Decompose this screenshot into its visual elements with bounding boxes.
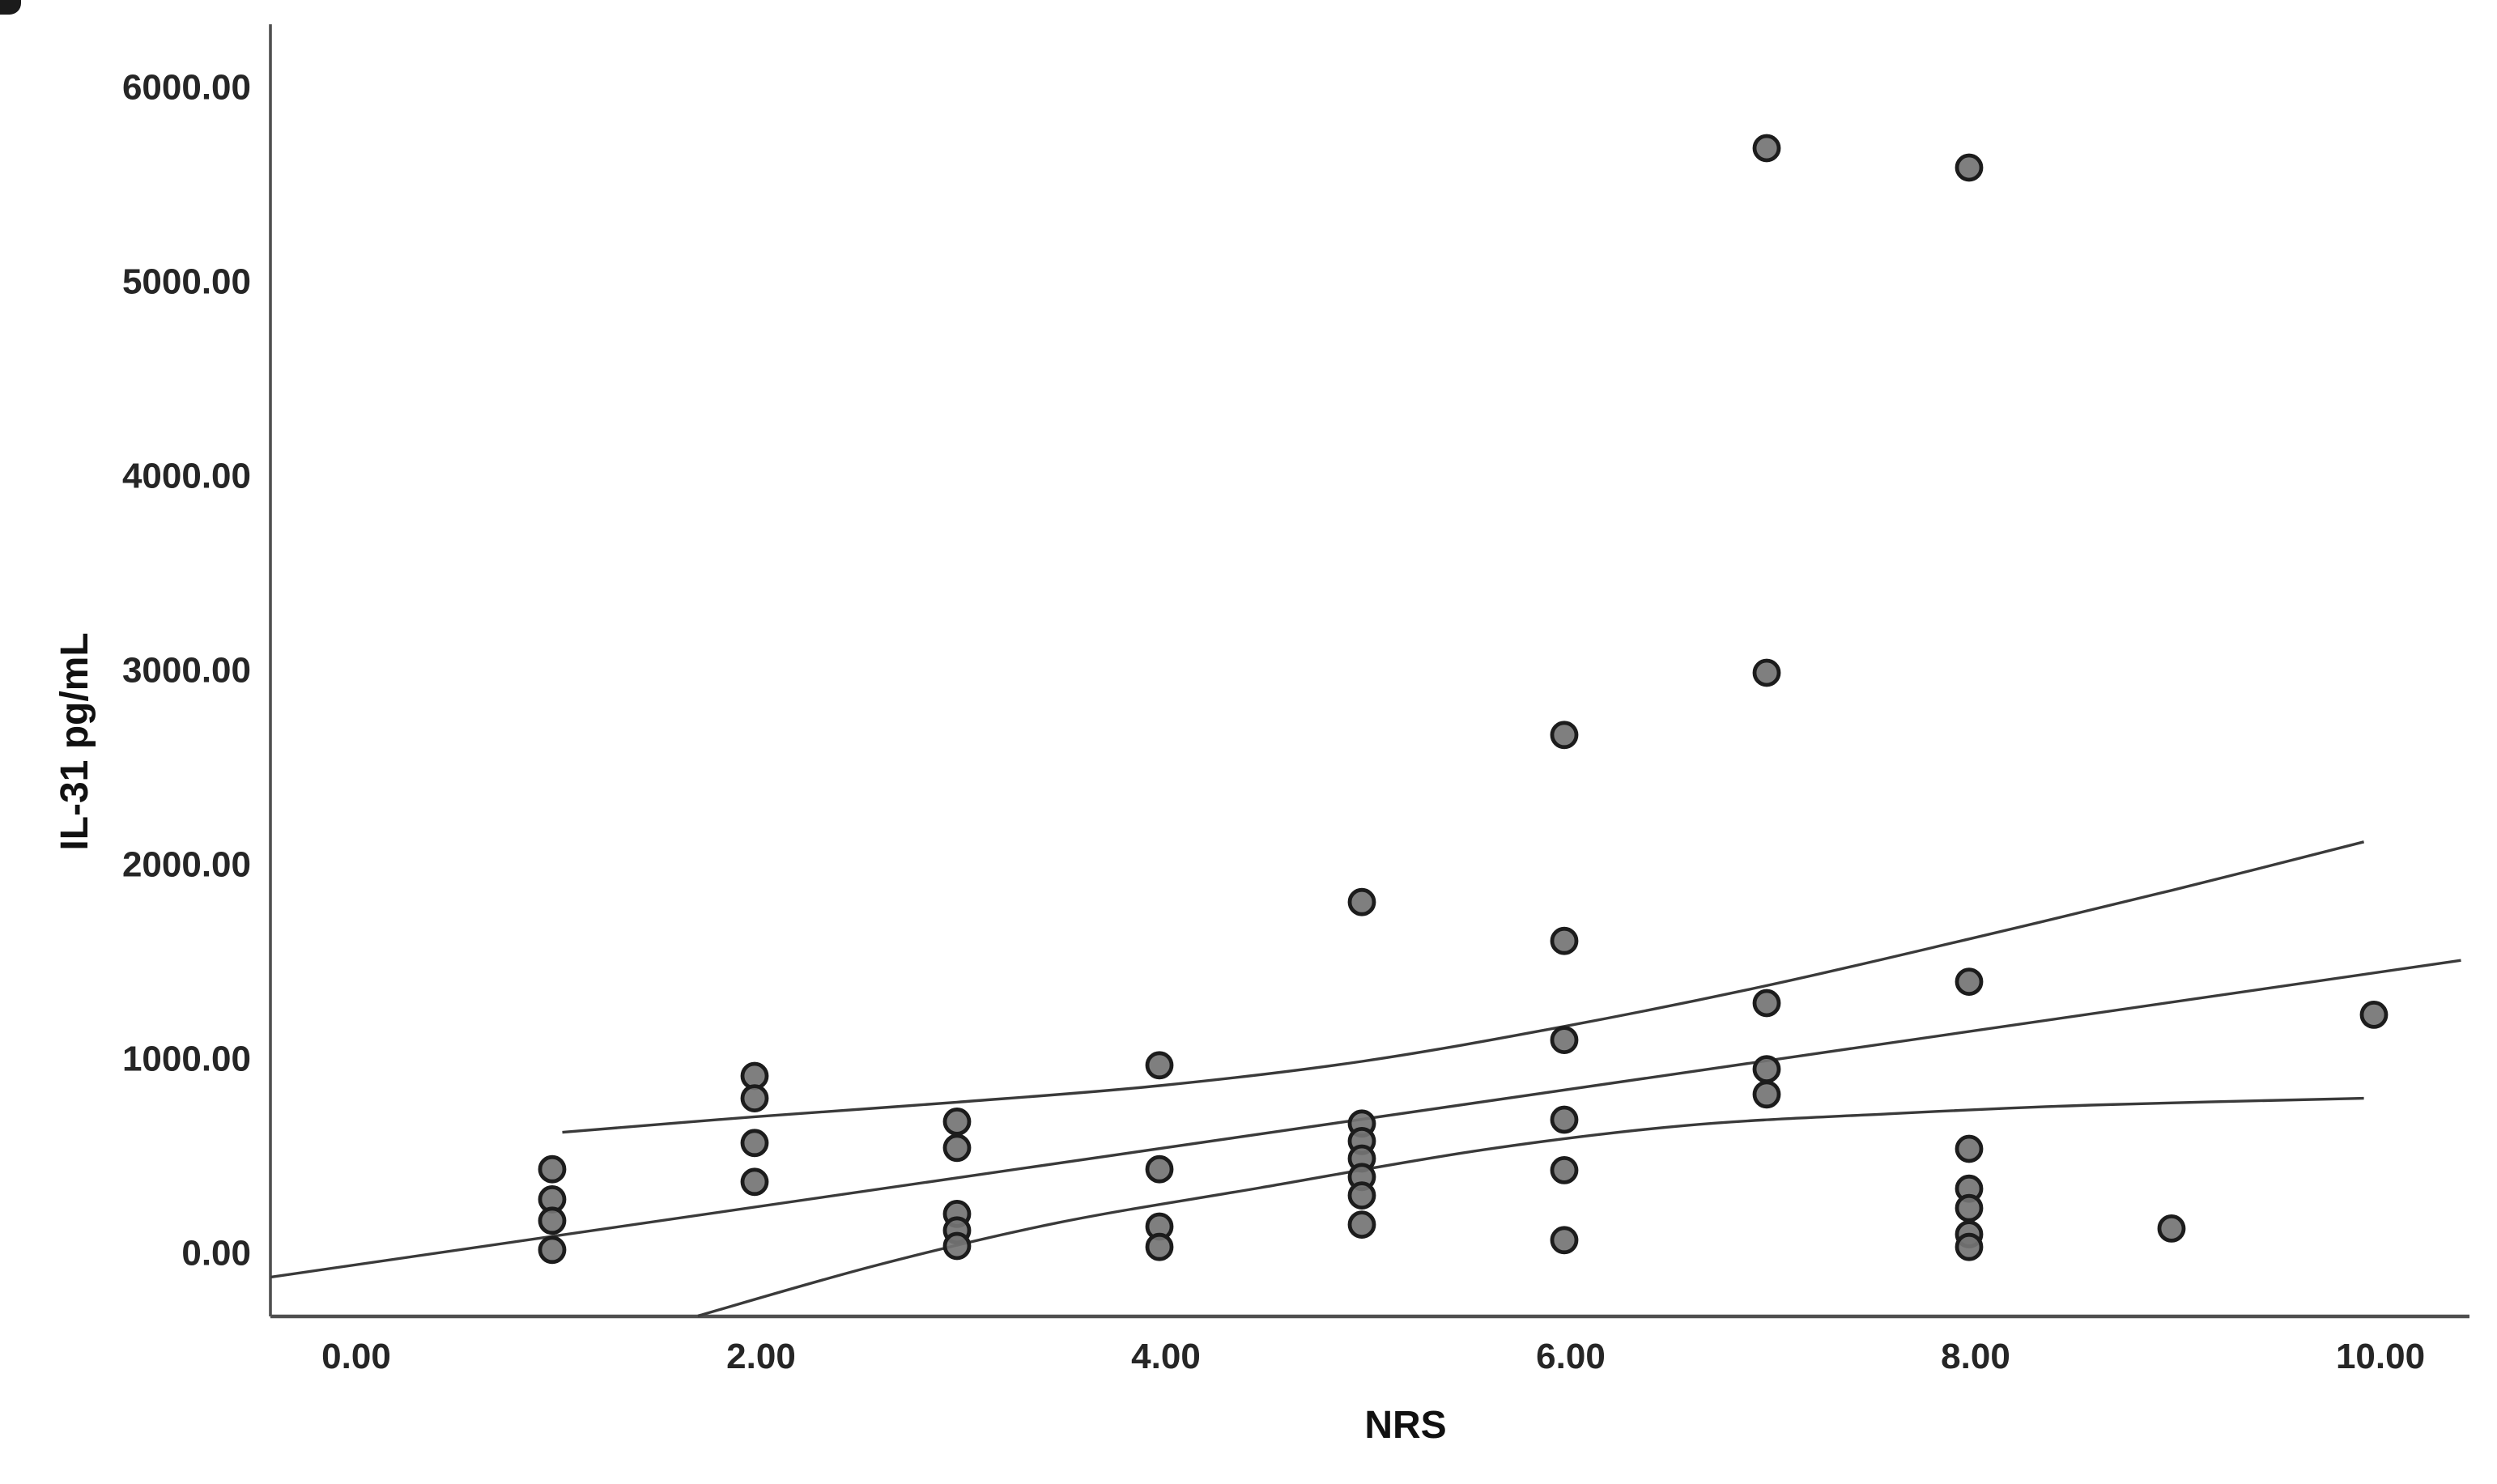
data-point <box>1550 721 1579 750</box>
y-tick-label: 2000.00 <box>122 845 251 885</box>
y-axis-title: IL-31 pg/mL <box>53 632 96 850</box>
data-point <box>1752 658 1781 687</box>
data-point <box>1752 1080 1781 1109</box>
data-point <box>2157 1214 2186 1243</box>
y-tick-label: 1000.00 <box>122 1040 251 1079</box>
data-point <box>1752 1055 1781 1083</box>
data-point <box>1955 967 1984 996</box>
x-tick-label: 10.00 <box>2336 1337 2425 1376</box>
y-tick-label: 5000.00 <box>122 262 251 302</box>
data-point <box>1550 926 1579 955</box>
data-point <box>1145 1154 1174 1184</box>
data-point <box>1752 134 1781 163</box>
data-point <box>1145 1232 1174 1261</box>
x-tick-label: 0.00 <box>321 1337 391 1376</box>
data-point <box>942 1231 972 1261</box>
y-tick-label: 3000.00 <box>122 651 251 691</box>
data-point <box>1955 153 1984 182</box>
y-tick-label: 4000.00 <box>122 457 251 496</box>
x-tick-label: 2.00 <box>726 1337 796 1376</box>
data-point <box>1550 1226 1579 1255</box>
data-point <box>1955 1193 1984 1222</box>
data-point <box>2359 1001 2389 1029</box>
data-point <box>1347 887 1376 916</box>
data-point <box>740 1129 769 1158</box>
y-tick-label: 6000.00 <box>122 68 251 108</box>
data-point <box>740 1167 769 1197</box>
data-point <box>1145 1051 1174 1080</box>
data-point <box>538 1206 567 1235</box>
data-point <box>1550 1026 1579 1054</box>
data-point <box>942 1133 972 1163</box>
x-tick-label: 6.00 <box>1536 1337 1606 1376</box>
data-point <box>1955 1232 1984 1261</box>
data-point <box>538 1235 567 1265</box>
x-tick-label: 8.00 <box>1941 1337 2010 1376</box>
scan-corner-artifact <box>0 0 21 15</box>
x-tick-label: 4.00 <box>1131 1337 1201 1376</box>
data-point <box>1955 1134 1984 1163</box>
data-point <box>1550 1156 1579 1184</box>
y-tick-label: 0.00 <box>181 1234 251 1274</box>
upper-ci-line <box>562 840 2365 1134</box>
data-point <box>1347 1181 1376 1210</box>
data-point <box>1347 1210 1376 1239</box>
data-point <box>1550 1105 1579 1134</box>
data-point <box>538 1154 567 1184</box>
data-point <box>1752 989 1781 1018</box>
data-point <box>740 1084 769 1112</box>
data-point <box>942 1108 972 1136</box>
x-axis-title: NRS <box>1364 1404 1446 1447</box>
lower-ci-line <box>697 1096 2364 1318</box>
